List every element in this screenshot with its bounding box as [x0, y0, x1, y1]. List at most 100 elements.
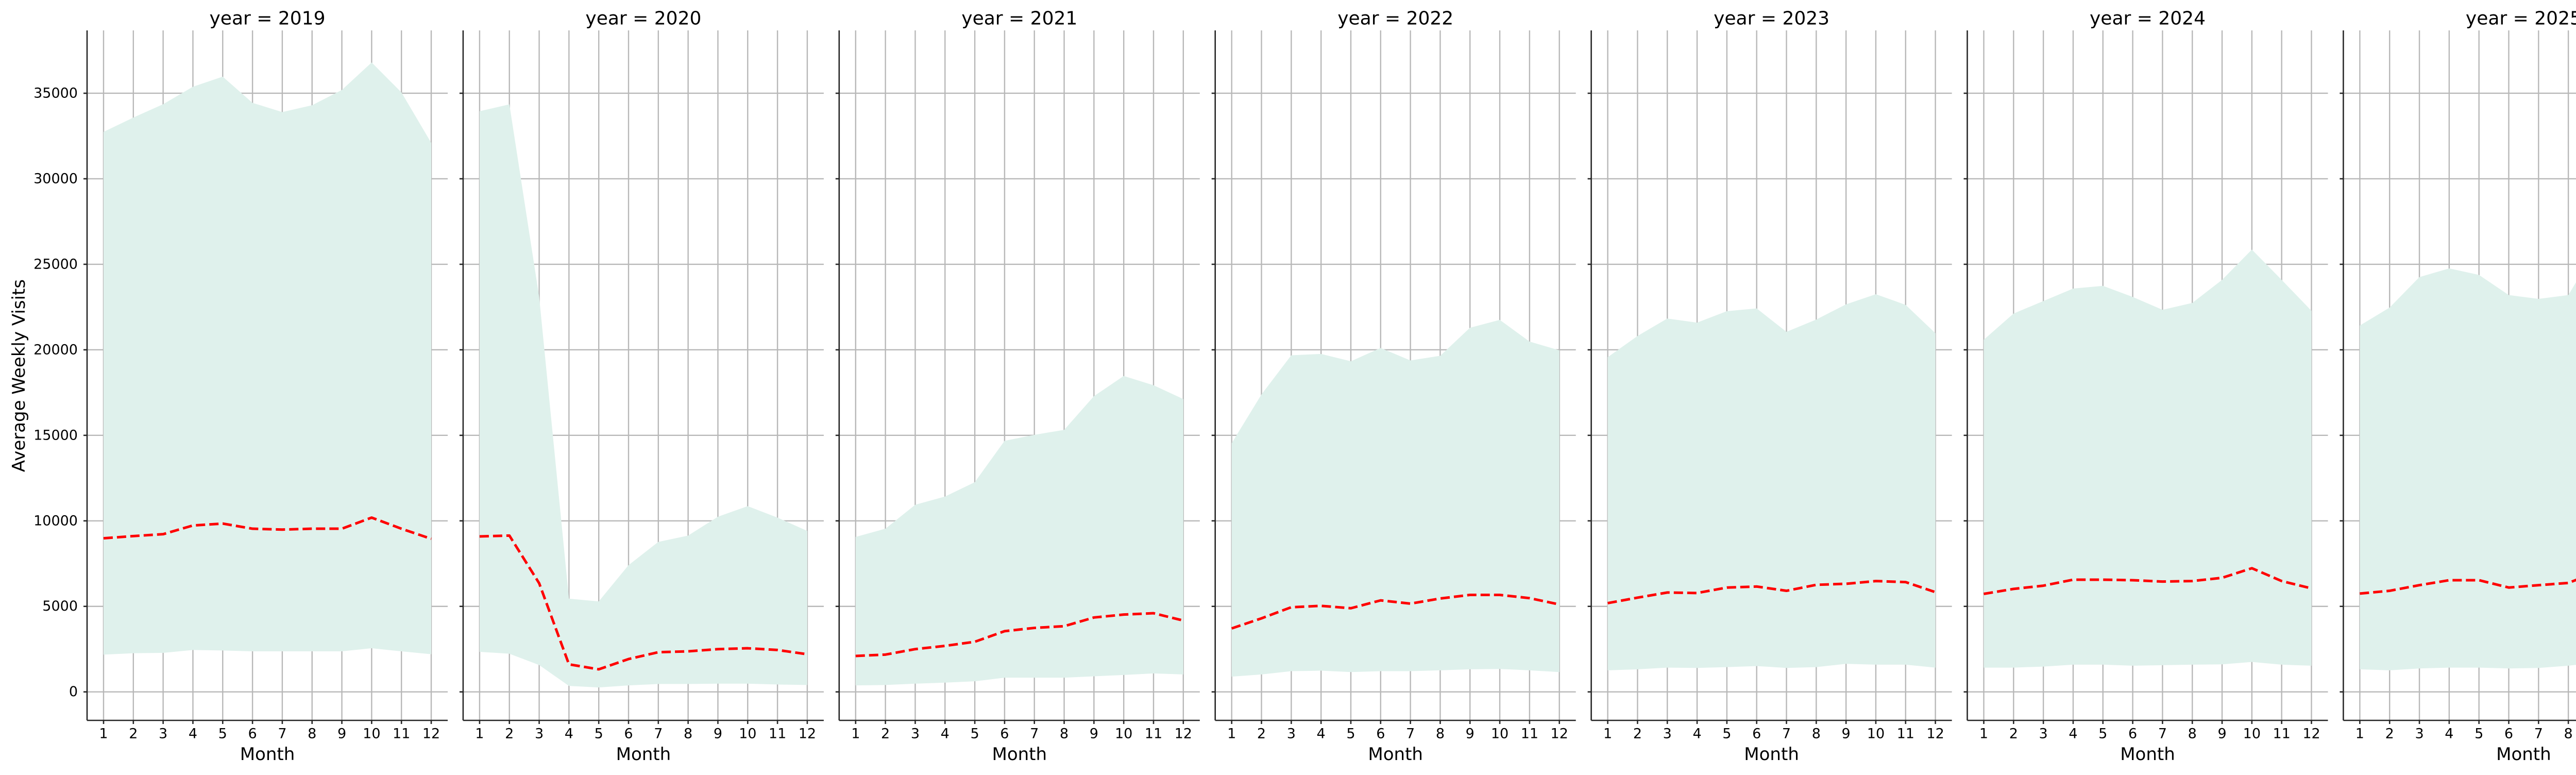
x-tick-label: 1	[475, 726, 484, 742]
x-tick-label: 12	[422, 726, 440, 742]
y-tick-label: 0	[69, 684, 78, 700]
x-tick-label: 1	[851, 726, 860, 742]
x-tick-label: 9	[1466, 726, 1475, 742]
x-tick-label: 8	[2188, 726, 2197, 742]
x-tick-label: 3	[1663, 726, 1672, 742]
x-tick-label: 2	[2385, 726, 2394, 742]
x-tick-label: 9	[337, 726, 346, 742]
x-tick-label: 10	[1115, 726, 1132, 742]
x-tick-label: 8	[684, 726, 692, 742]
x-tick-label: 4	[565, 726, 573, 742]
x-tick-label: 8	[2564, 726, 2573, 742]
x-tick-label: 1	[2355, 726, 2364, 742]
y-tick-label: 30000	[33, 171, 78, 187]
y-axis-label: Average Weekly Visits	[9, 279, 29, 472]
x-tick-label: 9	[714, 726, 722, 742]
x-tick-label: 3	[2415, 726, 2424, 742]
x-tick-label: 7	[2158, 726, 2167, 742]
x-tick-label: 5	[2475, 726, 2483, 742]
x-axis-label: Month	[992, 744, 1047, 765]
panel-title: year = 2023	[1714, 8, 1829, 29]
x-tick-label: 10	[1867, 726, 1885, 742]
x-tick-label: 11	[769, 726, 786, 742]
x-tick-label: 2	[881, 726, 890, 742]
y-tick-label: 35000	[33, 85, 78, 101]
x-axis-label: Month	[616, 744, 671, 765]
x-tick-label: 10	[363, 726, 380, 742]
x-tick-label: 11	[1145, 726, 1162, 742]
x-tick-label: 4	[2069, 726, 2077, 742]
y-tick-label: 25000	[33, 256, 78, 272]
x-tick-label: 11	[1521, 726, 1538, 742]
percentile-band	[855, 376, 1183, 686]
x-tick-label: 1	[1979, 726, 1988, 742]
x-tick-label: 8	[1060, 726, 1069, 742]
x-tick-label: 4	[1692, 726, 1701, 742]
x-tick-label: 2	[2009, 726, 2018, 742]
x-axis-label: Month	[2496, 744, 2551, 765]
x-tick-label: 6	[2504, 726, 2513, 742]
panel-title: year = 2021	[961, 8, 1077, 29]
x-tick-label: 7	[2534, 726, 2543, 742]
x-tick-label: 10	[739, 726, 756, 742]
x-tick-label: 12	[2302, 726, 2320, 742]
x-tick-label: 12	[799, 726, 816, 742]
x-tick-label: 1	[99, 726, 108, 742]
x-tick-label: 11	[1897, 726, 1914, 742]
x-tick-label: 6	[1376, 726, 1385, 742]
x-tick-label: 8	[308, 726, 316, 742]
panel-title: year = 2019	[210, 8, 326, 29]
panel-title: year = 2020	[585, 8, 701, 29]
y-tick-label: 20000	[33, 342, 78, 358]
x-tick-label: 9	[1842, 726, 1851, 742]
percentile-band	[479, 104, 807, 688]
x-axis-label: Month	[240, 744, 295, 765]
x-tick-label: 6	[248, 726, 257, 742]
y-tick-label: 5000	[42, 598, 78, 614]
x-tick-label: 2	[129, 726, 138, 742]
x-tick-label: 5	[595, 726, 603, 742]
x-tick-label: 6	[2128, 726, 2137, 742]
x-axis-label: Month	[1368, 744, 1423, 765]
x-tick-label: 5	[218, 726, 227, 742]
x-tick-label: 3	[911, 726, 920, 742]
x-tick-label: 7	[1030, 726, 1039, 742]
x-tick-label: 12	[1175, 726, 1192, 742]
x-tick-label: 12	[1926, 726, 1944, 742]
x-tick-label: 10	[1491, 726, 1509, 742]
panel-title: year = 2025	[2466, 8, 2576, 29]
x-tick-label: 12	[1551, 726, 1568, 742]
median-line	[1607, 580, 1936, 604]
median-line	[855, 612, 1184, 658]
median-line	[103, 516, 432, 540]
x-tick-label: 7	[1782, 726, 1791, 742]
x-tick-label: 2	[1257, 726, 1266, 742]
x-tick-label: 5	[2098, 726, 2107, 742]
x-tick-label: 6	[624, 726, 633, 742]
x-tick-label: 4	[941, 726, 950, 742]
percentile-band	[1984, 249, 2312, 668]
x-tick-label: 1	[1227, 726, 1236, 742]
x-tick-label: 7	[1406, 726, 1415, 742]
x-tick-label: 3	[159, 726, 167, 742]
x-tick-label: 11	[393, 726, 410, 742]
x-tick-label: 1	[1603, 726, 1612, 742]
x-tick-label: 4	[1317, 726, 1326, 742]
panel-title: year = 2024	[2090, 8, 2206, 29]
x-tick-label: 3	[1287, 726, 1296, 742]
x-tick-label: 11	[2273, 726, 2291, 742]
x-tick-label: 5	[1346, 726, 1355, 742]
median-line	[1984, 567, 2312, 595]
x-tick-label: 8	[1812, 726, 1821, 742]
x-tick-label: 7	[654, 726, 663, 742]
percentile-band	[1607, 294, 1936, 670]
percentile-band	[104, 62, 431, 655]
y-tick-label: 15000	[33, 427, 78, 443]
